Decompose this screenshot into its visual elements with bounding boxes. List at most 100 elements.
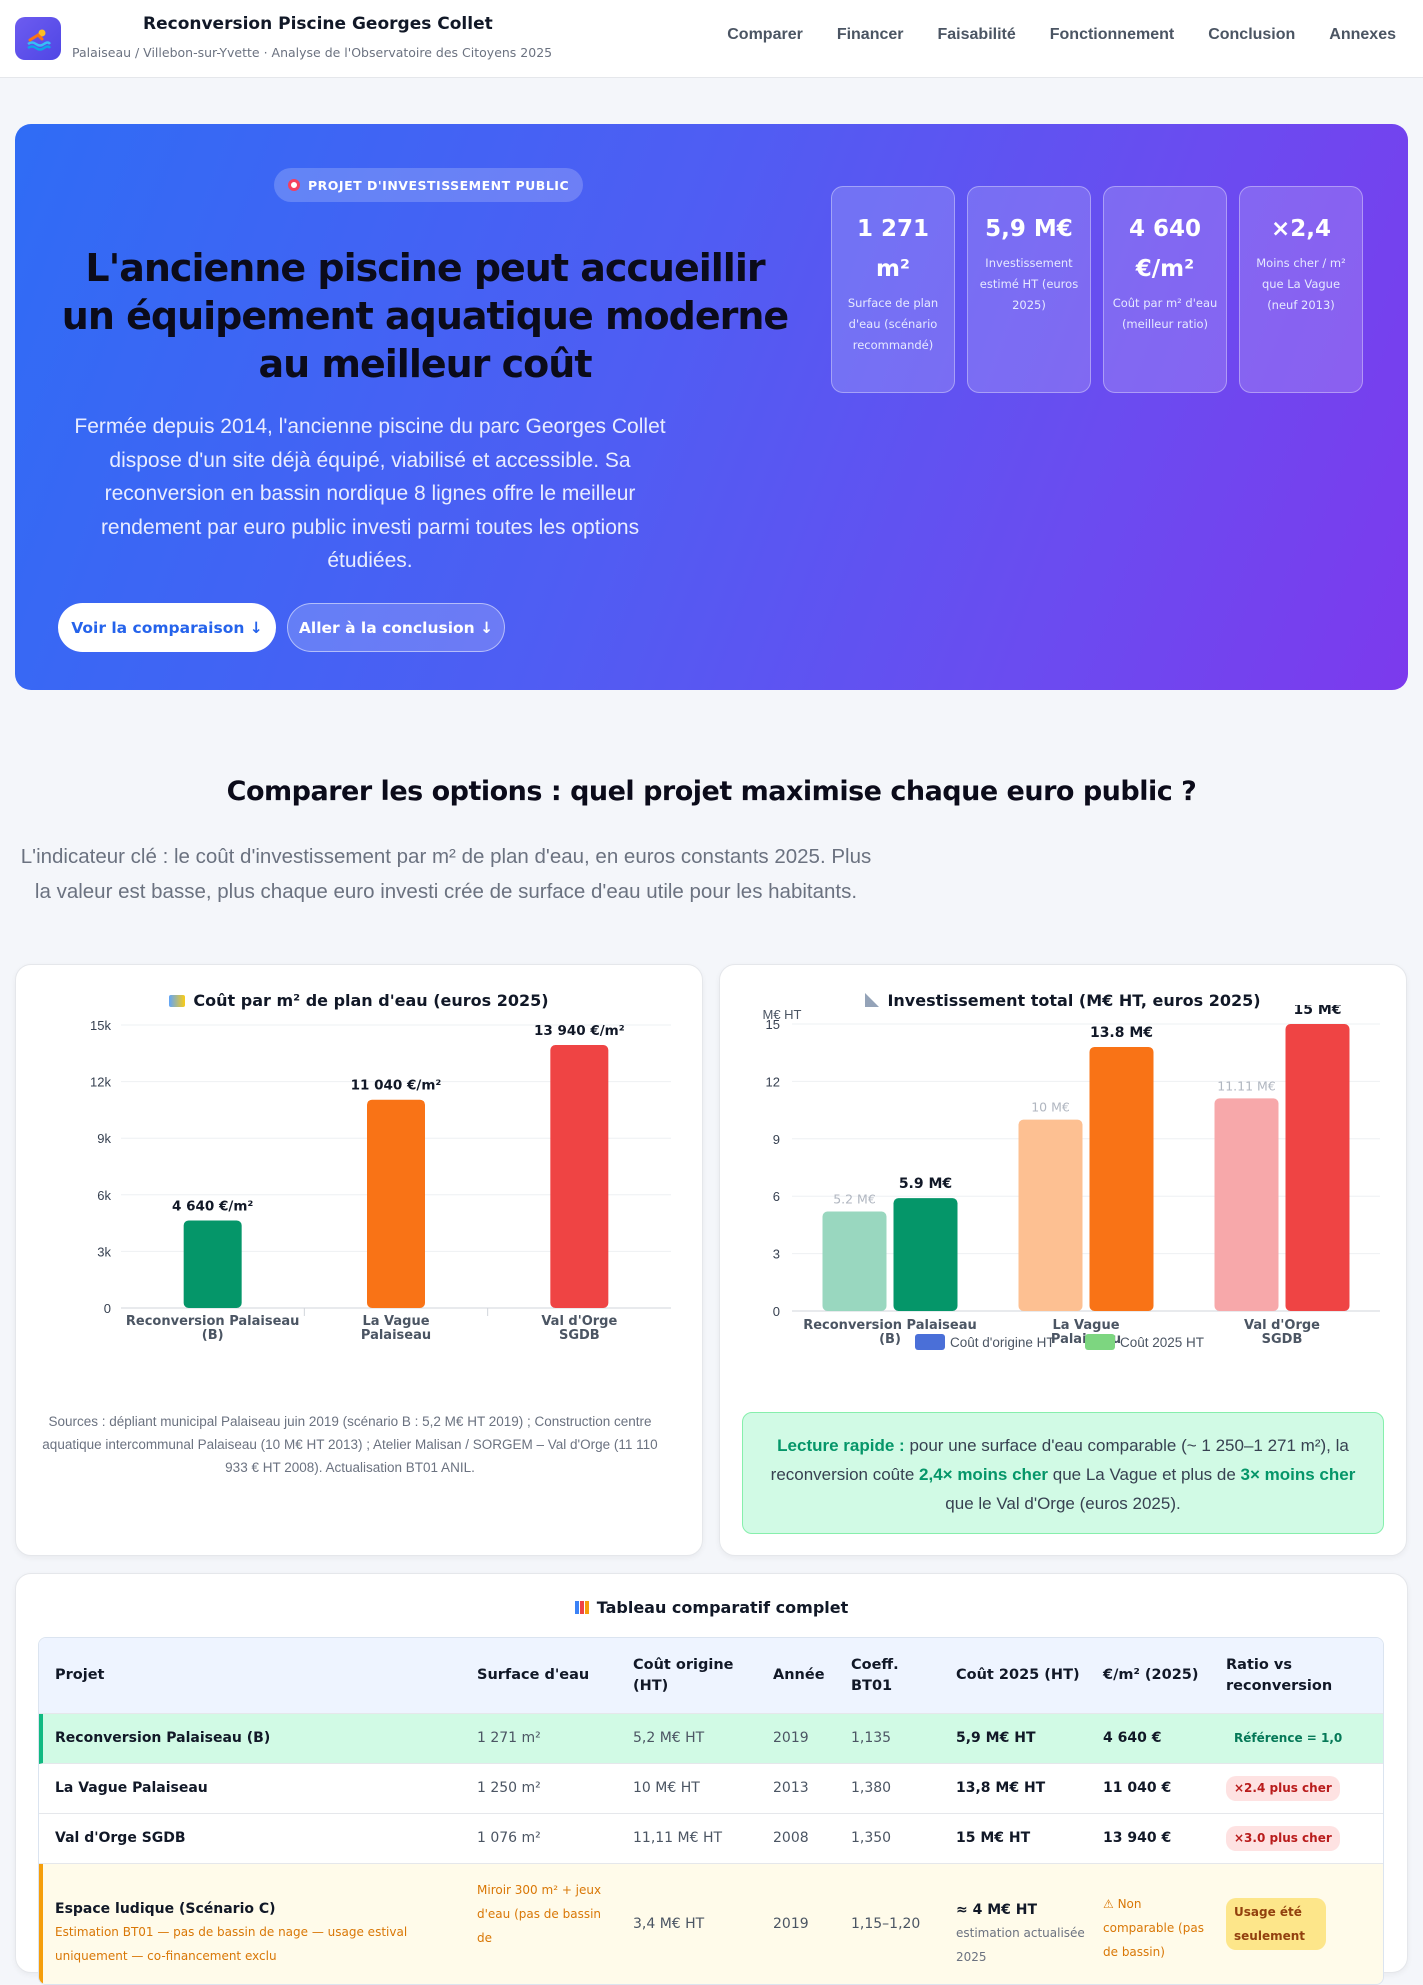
y-tick-label: 0: [104, 1301, 111, 1316]
x-tick-label: SGDB: [559, 1328, 600, 1343]
bar-origin: [1018, 1119, 1083, 1311]
cell-surface: Miroir 300 m² + jeux d'eau (pas de bassi…: [477, 1883, 602, 1945]
nav-fonctionnement[interactable]: Fonctionnement: [1049, 26, 1175, 43]
cell-ratio: ×2.4 plus cher: [1226, 1764, 1376, 1813]
table-row[interactable]: Reconversion Palaiseau (B) 1 271 m² 5,2 …: [39, 1714, 1383, 1764]
swimmer-logo-icon[interactable]: [15, 17, 61, 60]
key-stats: 1 271 m² Surface de plan d'eau (scénario…: [831, 186, 1363, 393]
compare-section-subtitle: L'indicateur clé : le coût d'investissem…: [20, 845, 872, 903]
cell-eur-m2: ⚠ Non comparable (pas de bassin): [1103, 1897, 1204, 1959]
bar-2025: [893, 1198, 958, 1311]
x-tick-label: Reconversion Palaiseau: [126, 1314, 300, 1329]
chart-card-cost-per-m2: Coût par m² de plan d'eau (euros 2025) 0…: [15, 964, 703, 1556]
table-row[interactable]: La Vague Palaiseau 1 250 m² 10 M€ HT 201…: [39, 1764, 1383, 1814]
project-badge: PROJET D'INVESTISSEMENT PUBLIC: [274, 168, 584, 202]
col-header-projet: Projet: [55, 1667, 105, 1683]
data-label: 11 040 €/m²: [351, 1078, 442, 1094]
ratio-badge: ×2.4 plus cher: [1226, 1776, 1340, 1801]
x-tick-label: Val d'Orge: [541, 1314, 617, 1329]
legend-label-origin: Coût d'origine HT: [950, 1335, 1055, 1350]
col-header-eur-m2: €/m² (2025): [1103, 1667, 1199, 1683]
cell-cout-origine: 10 M€ HT: [633, 1780, 700, 1796]
stat-label: Investissement estimé HT (euros 2025): [979, 256, 1079, 312]
reference-badge: Référence = 1,0: [1234, 1731, 1343, 1745]
chart-title: Investissement total (M€ HT, euros 2025): [720, 991, 1406, 1010]
callout-highlight: 2,4× moins cher: [919, 1465, 1049, 1484]
cell-ratio: Référence = 1,0: [1226, 1714, 1376, 1763]
bar: [550, 1044, 609, 1308]
hero-title: L'ancienne piscine peut accueillir un éq…: [61, 246, 789, 386]
y-tick-label: 15: [766, 1017, 780, 1032]
target-icon: [288, 179, 300, 191]
stat-value: 5,9 M€: [985, 216, 1073, 242]
cell-coeff: 1,350: [851, 1830, 892, 1846]
cell-projet: Espace ludique (Scénario C) Estimation B…: [55, 1864, 465, 1984]
table-row-warning[interactable]: Espace ludique (Scénario C) Estimation B…: [39, 1864, 1383, 1984]
cell-projet: Val d'Orge SGDB: [55, 1830, 186, 1846]
view-comparison-button[interactable]: Voir la comparaison ↓: [58, 603, 276, 652]
site-title[interactable]: Reconversion Piscine Georges Collet: [143, 14, 493, 34]
nav-comparer[interactable]: Comparer: [727, 26, 803, 43]
cell-annee: 2013: [773, 1780, 809, 1796]
project-badge-label: PROJET D'INVESTISSEMENT PUBLIC: [308, 177, 570, 193]
table-row[interactable]: Val d'Orge SGDB 1 076 m² 11,11 M€ HT 200…: [39, 1814, 1383, 1864]
go-to-conclusion-button[interactable]: Aller à la conclusion ↓: [287, 603, 505, 652]
chart-title-text: Investissement total (M€ HT, euros 2025): [887, 991, 1261, 1010]
cell-projet: La Vague Palaiseau: [55, 1780, 208, 1796]
cell-surface: 1 076 m²: [477, 1830, 541, 1846]
y-axis-title: M€ HT: [763, 1007, 802, 1022]
col-header-coeff: Coeff. BT01: [851, 1656, 899, 1694]
col-header-cout-2025: Coût 2025 (HT): [956, 1667, 1080, 1683]
ruler-icon: [865, 993, 880, 1007]
stat-label: Coût par m² d'eau (meilleur ratio): [1112, 296, 1218, 331]
stat-card-ratio: ×2,4 Moins cher / m² que La Vague (neuf …: [1239, 186, 1363, 393]
bar-2025: [1089, 1046, 1154, 1311]
main-nav: Comparer Financer Faisabilité Fonctionne…: [710, 26, 1413, 44]
cell-coeff: 1,135: [851, 1730, 892, 1746]
cost-value: ≈ 4 M€ HT: [956, 1901, 1038, 1918]
hero-description: Fermée depuis 2014, l'ancienne piscine d…: [74, 415, 666, 572]
x-tick-label: Reconversion Palaiseau: [803, 1318, 977, 1333]
cell-ratio: Usage été seulement: [1226, 1864, 1326, 1984]
cell-eur-m2: 4 640 €: [1103, 1730, 1162, 1746]
cell-surface: 1 250 m²: [477, 1780, 541, 1796]
stat-label: Surface de plan d'eau (scénario recomman…: [847, 296, 939, 352]
stat-value: 4 640 €/m²: [1128, 216, 1202, 282]
nav-faisabilite[interactable]: Faisabilité: [937, 26, 1016, 43]
stat-label: Moins cher / m² que La Vague (neuf 2013): [1256, 256, 1346, 312]
comparison-table: Projet Surface d'eau Coût origine (HT) A…: [38, 1637, 1384, 1985]
table-header-row: Projet Surface d'eau Coût origine (HT) A…: [39, 1638, 1383, 1714]
total-investment-chart: M€ HT 0 3 6 9 12 15 5.2 M€ 5.9 M€ Reconversion Pa…: [763, 1005, 1380, 1350]
y-tick-label: 9k: [97, 1131, 111, 1146]
compare-section-title: Comparer les options : quel projet maxim…: [226, 776, 1197, 807]
y-tick-label: 3: [773, 1247, 780, 1262]
x-tick-label: La Vague: [362, 1314, 429, 1329]
cell-projet: Reconversion Palaiseau (B): [55, 1730, 271, 1746]
nav-annexes[interactable]: Annexes: [1329, 26, 1396, 43]
legend-label-2025: Coût 2025 HT: [1120, 1335, 1204, 1350]
nav-financer[interactable]: Financer: [836, 26, 904, 43]
stat-card-investment: 5,9 M€ Investissement estimé HT (euros 2…: [967, 186, 1091, 393]
cell-cout-origine: 3,4 M€ HT: [633, 1915, 705, 1932]
hero-section: PROJET D'INVESTISSEMENT PUBLIC L'ancienn…: [15, 124, 1408, 690]
data-label: 13 940 €/m²: [534, 1023, 625, 1039]
data-label-2025: 5.9 M€: [899, 1176, 952, 1192]
callout-lead: Lecture rapide :: [777, 1436, 905, 1455]
cell-cout-2025: ≈ 4 M€ HT estimation actualisée 2025: [956, 1864, 1091, 1984]
nav-conclusion[interactable]: Conclusion: [1208, 26, 1296, 43]
x-tick-label: (B): [879, 1332, 901, 1347]
data-label-2025: 13.8 M€: [1090, 1025, 1153, 1041]
data-label-origin: 11.11 M€: [1217, 1078, 1276, 1093]
y-tick-label: 12k: [90, 1075, 111, 1090]
cell-cout-origine: 11,11 M€ HT: [633, 1830, 723, 1846]
col-header-surface: Surface d'eau: [477, 1667, 590, 1683]
cell-cout-2025: 15 M€ HT: [956, 1830, 1031, 1846]
cell-eur-m2: 11 040 €: [1103, 1780, 1172, 1796]
col-header-cout-origine: Coût origine (HT): [633, 1656, 734, 1694]
stat-value: 1 271 m²: [856, 216, 930, 282]
data-label-2025: 15 M€: [1293, 1005, 1341, 1018]
site-subtitle: Palaiseau / Villebon-sur-Yvette · Analys…: [72, 45, 553, 60]
top-header: Reconversion Piscine Georges Collet Pala…: [0, 0, 1423, 78]
y-tick-label: 3k: [97, 1244, 111, 1259]
stat-card-surface: 1 271 m² Surface de plan d'eau (scénario…: [831, 186, 955, 393]
